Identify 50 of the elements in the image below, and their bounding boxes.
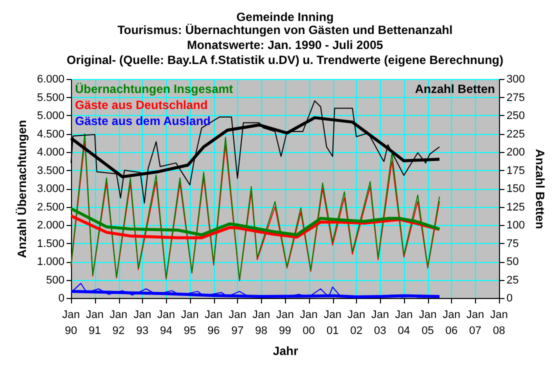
y2-tick-label: 225: [506, 128, 525, 140]
y-tick-label: 4.000: [36, 146, 64, 158]
x-tick-label: Jan 99: [276, 309, 294, 337]
y-tick-label: 500: [46, 274, 64, 286]
y-tick-label: 5.500: [36, 92, 64, 104]
y2-tick-label: 175: [506, 164, 525, 177]
y2-tick-label: 275: [506, 92, 525, 104]
x-tick-label: Jan 04: [395, 309, 413, 337]
x-tick-label: Jan 90: [62, 309, 80, 337]
x-tick-label: Jan 94: [157, 309, 175, 337]
y2-tick-label: 300: [506, 74, 525, 86]
x-tick-label: Jan 07: [466, 309, 484, 337]
x-tick-label: Jan 00: [300, 309, 318, 337]
y-axis-title: Anzahl Übernachtungen: [14, 120, 29, 258]
x-tick-label: Jan 06: [442, 309, 460, 337]
y2-tick-label: 125: [506, 201, 525, 214]
x-tick-label: Jan 05: [418, 309, 437, 337]
y-tick-label: 5.000: [36, 110, 64, 122]
x-tick-label: Jan 92: [110, 309, 128, 337]
y-tick-label: 2.000: [36, 220, 64, 232]
y2-tick-label: 250: [506, 110, 525, 122]
y-tick-label: 1.000: [36, 256, 64, 268]
y2-tick-label: 50: [506, 256, 519, 268]
y2-axis-title: Anzahl Betten: [532, 148, 547, 230]
y2-tick-label: 200: [506, 146, 525, 158]
y-tick-label: 0: [58, 292, 64, 304]
x-tick-label: Jan 95: [181, 309, 199, 337]
y-tick-label: 2.500: [36, 201, 64, 214]
x-tick-label: Jan 96: [204, 309, 223, 337]
x-tick-label: Jan 01: [324, 309, 342, 337]
x-tick-label: Jan 03: [371, 309, 389, 337]
chart-subtitle: Tourismus: Übernachtungen von Gästen und Bettenanzahl Monatswerte: Jan. 1990 - Juli 2005 Original- (Quelle: Bay.LA f.Statistik u.DV) u. Trendwerte (eigene Berechnung): [66, 23, 504, 67]
x-tick-label: Jan 08: [490, 309, 508, 337]
y2-tick-label: 75: [506, 238, 519, 250]
x-tick-label: Jan 93: [133, 309, 152, 337]
y2-tick-label: 100: [506, 220, 525, 232]
y-tick-label: 3.000: [36, 183, 64, 195]
x-tick-label: Jan 98: [252, 309, 270, 337]
y-tick-label: 4.500: [36, 128, 64, 140]
y2-tick-label: 25: [506, 274, 519, 286]
y-tick-label: 3.500: [36, 164, 64, 177]
y-tick-label: 1.500: [36, 238, 64, 250]
y-tick-label: 6.000: [36, 74, 64, 86]
y2-tick-label: 150: [506, 183, 525, 195]
y2-tick-label: 0: [506, 292, 513, 304]
x-tick-label: Jan 91: [86, 309, 104, 337]
x-axis-title: Jahr: [272, 344, 298, 358]
chart-title: Gemeinde Inning: [236, 10, 334, 24]
x-tick-label: Jan 97: [228, 309, 246, 337]
x-tick-label: Jan 02: [347, 309, 366, 337]
